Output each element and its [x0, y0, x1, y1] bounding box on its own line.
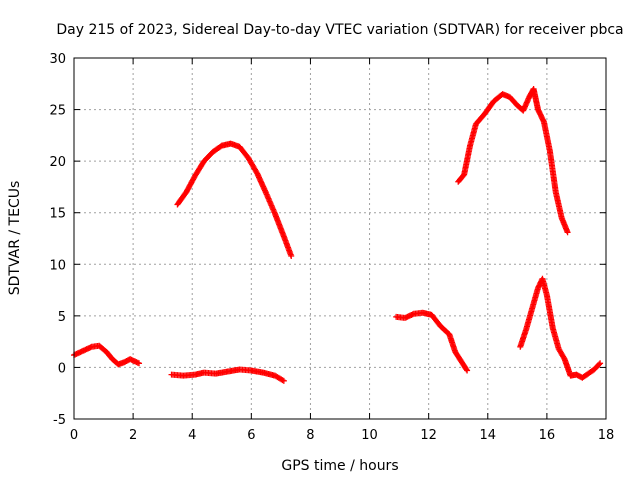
y-tick-label: 15 — [49, 207, 66, 222]
x-axis-label: GPS time / hours — [281, 458, 398, 474]
y-tick-label: 20 — [49, 155, 66, 170]
y-tick-label: 25 — [49, 104, 66, 119]
y-tick-label: 30 — [49, 52, 66, 67]
data-point-interp — [463, 366, 470, 373]
y-tick-label: 10 — [49, 258, 66, 273]
x-tick-label: 4 — [188, 428, 196, 443]
x-tick-label: 2 — [129, 428, 137, 443]
data-point — [280, 377, 287, 384]
x-tick-label: 12 — [420, 428, 437, 443]
x-tick-label: 0 — [70, 428, 78, 443]
data-point — [564, 229, 571, 236]
y-tick-labels: -5 0 5 10 15 20 25 30 — [49, 52, 66, 428]
x-tick-label: 16 — [539, 428, 556, 443]
data-point-interp — [596, 361, 603, 368]
y-tick-label: -5 — [53, 413, 66, 428]
x-tick-label: 14 — [480, 428, 497, 443]
x-tick-label: 10 — [361, 428, 378, 443]
chart-title: Day 215 of 2023, Sidereal Day-to-day VTE… — [56, 22, 623, 38]
plot-frame — [73, 57, 607, 420]
data-point — [288, 253, 295, 260]
y-axis-label: SDTVAR / TECUs — [7, 181, 23, 296]
data-point — [597, 360, 604, 367]
data-point-interp — [279, 377, 286, 384]
x-tick-label: 8 — [306, 428, 314, 443]
y-tick-label: 0 — [58, 361, 66, 376]
x-tick-labels: 0 2 4 6 8 10 12 14 16 18 — [70, 428, 614, 443]
data-point — [136, 360, 143, 367]
data-points — [71, 85, 604, 384]
grid — [73, 57, 607, 420]
y-tick-label: 5 — [58, 310, 66, 325]
data-point-interp — [560, 354, 567, 361]
x-tick-label: 6 — [247, 428, 255, 443]
x-tick-label: 18 — [598, 428, 615, 443]
data-point — [464, 367, 471, 374]
